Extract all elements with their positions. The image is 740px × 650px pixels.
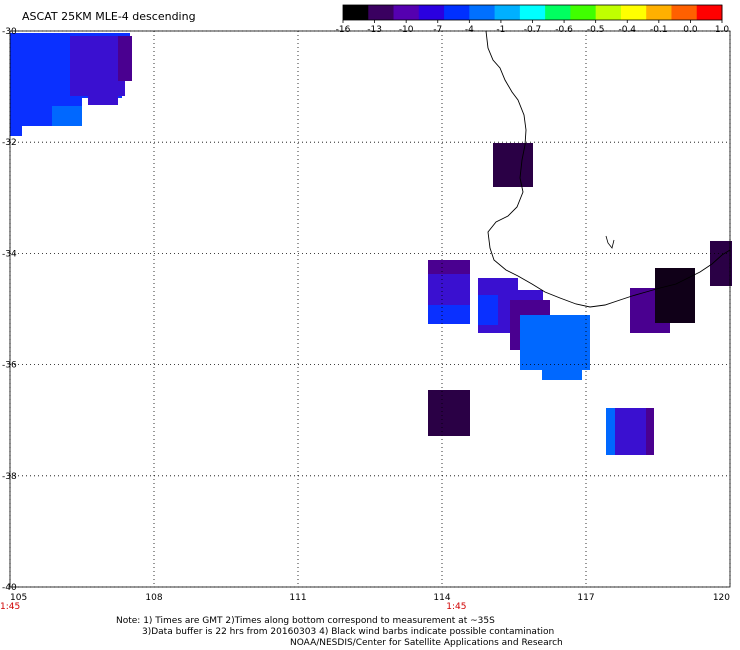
swath-cell xyxy=(710,241,732,286)
colorbar-segment xyxy=(418,5,445,20)
colorbar-segment xyxy=(494,5,521,20)
colorbar-label: -1 xyxy=(496,25,505,35)
colorbar-label: -4 xyxy=(465,25,474,35)
coastline xyxy=(485,30,731,308)
swath-cell xyxy=(646,408,654,455)
lon-tick-label: 111 xyxy=(289,593,306,603)
lat-tick-label: -38 xyxy=(2,472,17,482)
swath-cell xyxy=(655,268,695,323)
swath-cell xyxy=(542,365,582,380)
colorbar-segment xyxy=(519,5,546,20)
coastline-path xyxy=(485,30,731,308)
time-label: 1:45 xyxy=(446,602,466,612)
colorbar-label: 0.0 xyxy=(683,25,698,35)
time-label: 1:45 xyxy=(0,602,20,612)
colorbar-segment xyxy=(595,5,622,20)
swath-cell xyxy=(493,143,533,187)
colorbar-segment xyxy=(469,5,496,20)
note-line-3: NOAA/NESDIS/Center for Satellite Applica… xyxy=(290,638,563,648)
lat-tick-label: -30 xyxy=(2,27,17,37)
swath-cell xyxy=(88,95,118,105)
swath-cell xyxy=(52,106,82,126)
colorbar-label: -0.7 xyxy=(524,25,542,35)
swath-cell xyxy=(478,295,498,325)
colorbar-segment xyxy=(570,5,597,20)
colorbar-segment xyxy=(671,5,698,20)
island-path xyxy=(605,235,615,249)
colorbar-segment xyxy=(545,5,571,20)
colorbar-label: -0.4 xyxy=(618,25,636,35)
colorbar-label: -10 xyxy=(399,25,414,35)
plot-frame xyxy=(9,30,731,588)
swath-cell xyxy=(428,390,470,436)
lon-tick-label: 108 xyxy=(145,593,162,603)
lon-tick-labels: 105 108 111 114 117 120 xyxy=(10,593,730,603)
colorbar-label: 1.0 xyxy=(715,25,730,35)
swath-cell xyxy=(520,315,590,370)
lon-tick-label: 117 xyxy=(577,593,594,603)
lat-tick-label: -32 xyxy=(2,138,17,148)
colorbar-segment xyxy=(620,5,647,20)
colorbar: -16 -13 -10 -7 -4 -1 -0.7 -0.6 -0.5 -0.4 -0.1 0.0 1.… xyxy=(336,4,730,35)
colorbar-label: -0.5 xyxy=(587,25,605,35)
lat-tick-label: -40 xyxy=(2,583,17,593)
colorbar-label: -0.6 xyxy=(555,25,573,35)
lon-tick-label: 120 xyxy=(713,593,730,603)
colorbar-label: -16 xyxy=(336,25,351,35)
colorbar-segment xyxy=(646,5,672,20)
gridlines xyxy=(9,30,731,588)
colorbar-segment xyxy=(368,5,395,20)
swath-cells xyxy=(10,33,732,455)
note-line-2: 3)Data buffer is 22 hrs from 20160303 4)… xyxy=(142,627,555,637)
time-labels: 1:45 1:45 xyxy=(0,602,467,612)
map-title: ASCAT 25KM MLE-4 descending xyxy=(22,10,196,23)
note-line-1: Note: 1) Times are GMT 2)Times along bot… xyxy=(116,616,495,626)
lat-tick-labels: -30 -32 -34 -36 -38 -40 xyxy=(2,27,17,593)
colorbar-segment xyxy=(393,5,420,20)
colorbar-segment xyxy=(343,5,369,20)
swath-cell xyxy=(10,126,22,136)
colorbar-label: -0.1 xyxy=(650,25,668,35)
swath-cell xyxy=(118,36,132,81)
swath-cell xyxy=(606,408,615,455)
swath-cell xyxy=(428,305,470,324)
swath-cell xyxy=(428,260,470,274)
lat-tick-label: -34 xyxy=(2,249,17,259)
colorbar-segment xyxy=(696,5,723,20)
colorbar-label: -13 xyxy=(367,25,382,35)
swath-cell xyxy=(70,36,125,96)
lon-tick-label: 114 xyxy=(433,593,450,603)
colorbar-label: -7 xyxy=(433,25,442,35)
lat-tick-label: -36 xyxy=(2,361,17,371)
lon-tick-label: 105 xyxy=(10,593,27,603)
colorbar-segment xyxy=(444,5,470,20)
